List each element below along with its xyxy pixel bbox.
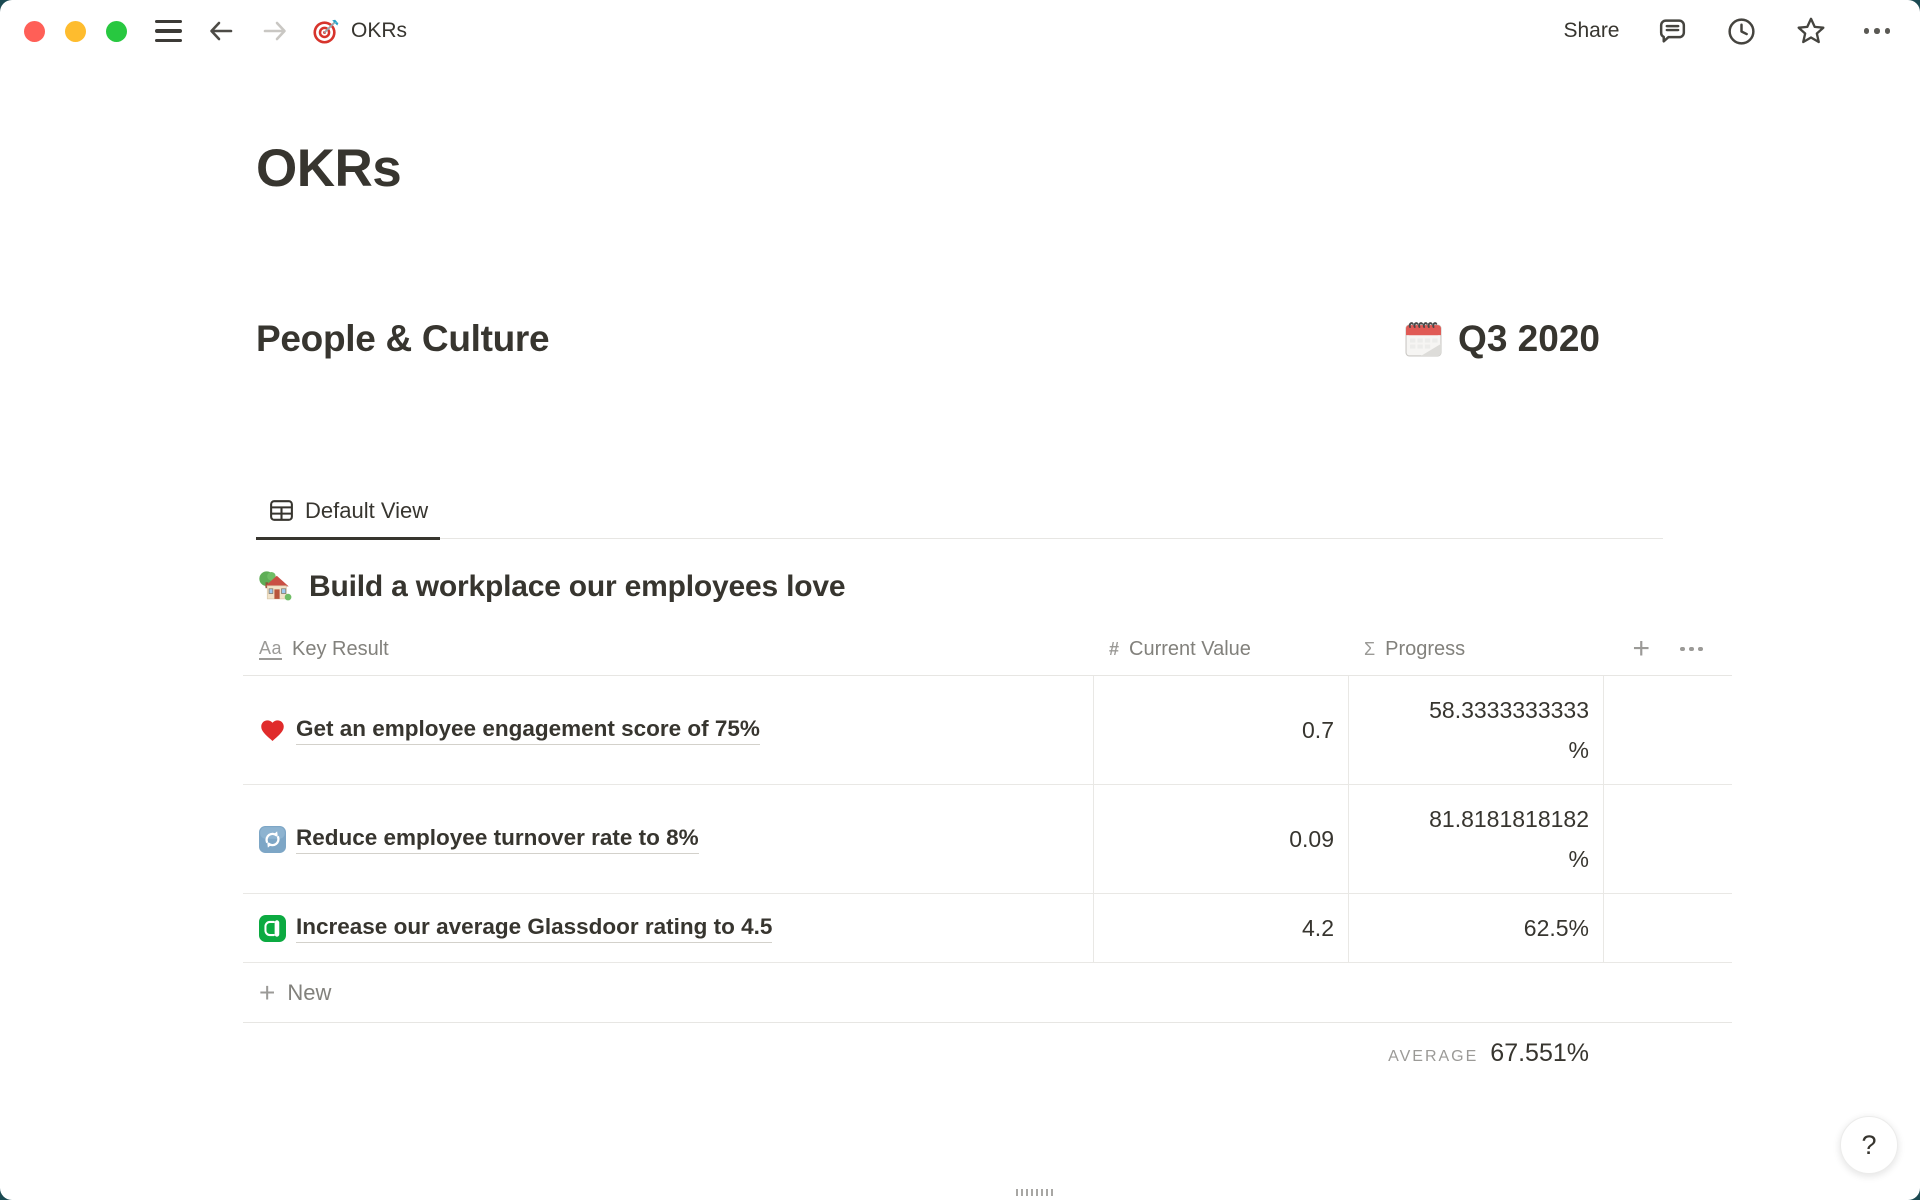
plus-icon: + (259, 976, 276, 1008)
key-result-link[interactable]: Increase our average Glassdoor rating to… (296, 914, 773, 943)
column-label: Current Value (1129, 637, 1251, 660)
breadcrumb-page-title: OKRs (351, 19, 408, 42)
house-with-garden-icon (256, 568, 294, 606)
share-button[interactable]: Share (1563, 19, 1620, 42)
zoom-window-button[interactable] (106, 20, 127, 42)
table-body: Get an employee engagement score of 75% … (243, 676, 1732, 963)
current-value-cell[interactable]: 0.7 (1093, 676, 1348, 784)
breadcrumb[interactable]: OKRs (312, 18, 407, 45)
column-header-current-value[interactable]: # Current Value (1093, 623, 1348, 675)
updates-clock-icon[interactable] (1725, 15, 1758, 48)
quarter-label: Q3 2020 (1458, 317, 1600, 359)
progress-cell[interactable]: 62.5% (1348, 894, 1603, 962)
empty-cell (1603, 676, 1732, 784)
glassdoor-icon (259, 914, 286, 942)
progress-cell[interactable]: 81.8181818182% (1348, 785, 1603, 893)
current-value-cell[interactable]: 4.2 (1093, 894, 1348, 962)
red-heart-icon (259, 717, 286, 744)
key-result-link[interactable]: Get an employee engagement score of 75% (296, 716, 760, 745)
add-column-icon[interactable]: + (1632, 632, 1651, 665)
comments-icon[interactable] (1656, 15, 1689, 48)
current-value-cell[interactable]: 0.09 (1093, 785, 1348, 893)
column-header-progress[interactable]: Σ Progress (1348, 623, 1603, 675)
title-property-icon: Aa (259, 637, 283, 660)
column-label: Progress (1385, 637, 1466, 660)
group-title-text: Build a workplace our employees love (309, 570, 846, 603)
table-row[interactable]: Get an employee engagement score of 75% … (243, 676, 1732, 785)
empty-cell (1603, 785, 1732, 893)
back-arrow-icon[interactable] (206, 16, 236, 46)
column-header-key-result[interactable]: Aa Key Result (243, 623, 1093, 675)
window-controls (24, 20, 127, 42)
average-label[interactable]: AVERAGE (1388, 1048, 1479, 1065)
new-row-label: New (287, 979, 332, 1005)
tab-label: Default View (305, 497, 429, 523)
new-row-button[interactable]: + New (243, 963, 1732, 1023)
minimize-window-button[interactable] (65, 20, 86, 42)
formula-property-icon: Σ (1364, 638, 1376, 659)
key-result-link[interactable]: Reduce employee turnover rate to 8% (296, 825, 699, 854)
view-tab-bar: Default View (256, 493, 1663, 540)
okr-collection: Build a workplace our employees love Aa … (243, 568, 1732, 1078)
sidebar-menu-icon[interactable] (155, 20, 182, 42)
help-button[interactable]: ? (1840, 1116, 1898, 1174)
table-row[interactable]: Increase our average Glassdoor rating to… (243, 894, 1732, 963)
average-value: 67.551% (1490, 1039, 1589, 1067)
table-options-icon[interactable] (1680, 646, 1703, 652)
dart-target-icon (312, 18, 339, 45)
favorite-star-icon[interactable] (1794, 14, 1828, 48)
scrollbar-fragment[interactable] (1016, 1189, 1053, 1196)
group-title[interactable]: Build a workplace our employees love (243, 568, 1732, 606)
counterclockwise-arrows-icon (259, 825, 286, 853)
topbar: OKRs Share (0, 0, 1920, 62)
close-window-button[interactable] (24, 20, 45, 42)
empty-cell (1603, 894, 1732, 962)
progress-cell[interactable]: 58.3333333333% (1348, 676, 1603, 784)
section-heading[interactable]: People & Culture (256, 318, 550, 359)
more-options-icon[interactable] (1863, 28, 1890, 34)
table-view-icon (268, 497, 295, 524)
column-label: Key Result (292, 637, 389, 660)
quarter-heading[interactable]: Q3 2020 (1402, 317, 1600, 360)
average-row: AVERAGE 67.551% (243, 1023, 1732, 1078)
page-body: OKRs People & Culture (243, 62, 1732, 1078)
tab-default-view[interactable]: Default View (256, 493, 441, 540)
spiral-calendar-icon (1402, 317, 1445, 360)
forward-arrow-icon[interactable] (260, 16, 290, 46)
table-header: Aa Key Result # Current Value Σ Progress… (243, 623, 1732, 676)
number-property-icon: # (1109, 638, 1120, 659)
page-title[interactable]: OKRs (256, 139, 402, 198)
table-row[interactable]: Reduce employee turnover rate to 8% 0.09… (243, 785, 1732, 894)
